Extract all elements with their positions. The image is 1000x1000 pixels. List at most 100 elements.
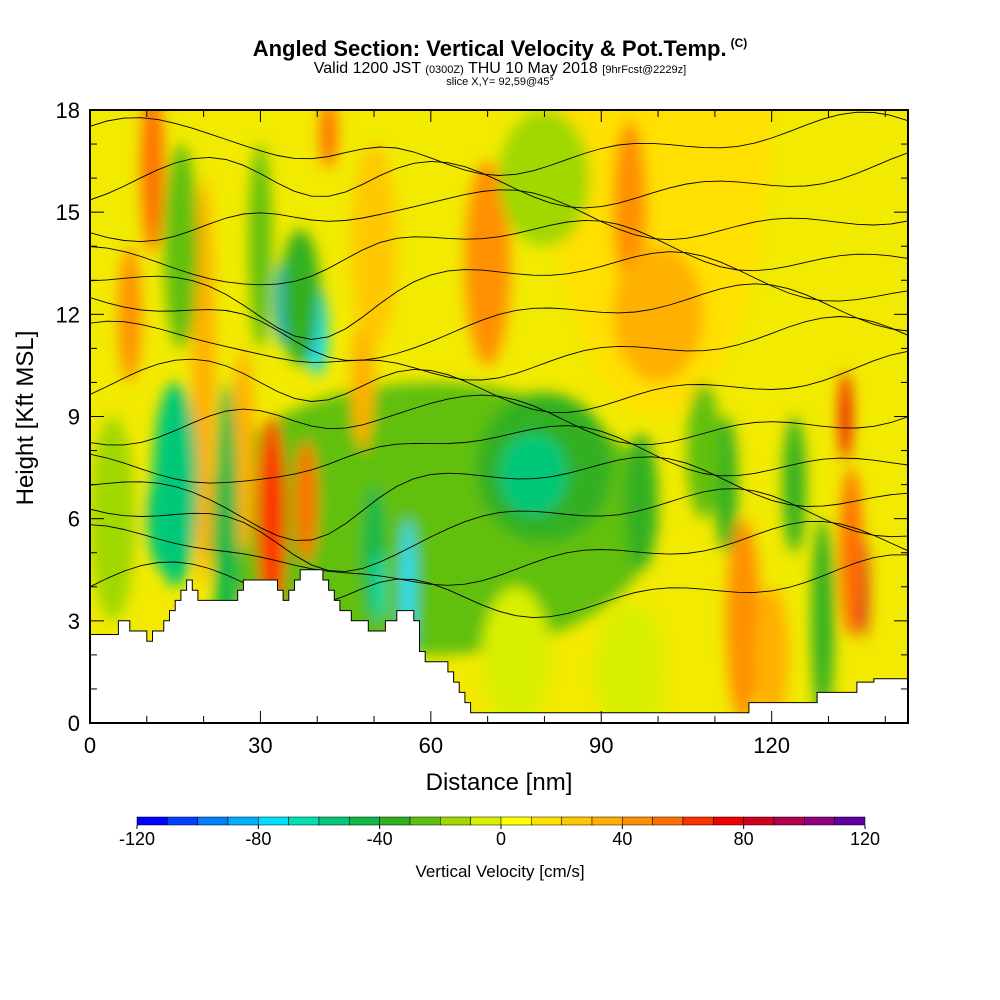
colorbar-swatch <box>258 816 289 826</box>
field-blob <box>726 518 761 723</box>
pot-temp-contour <box>90 456 908 541</box>
colorbar-label: -40 <box>367 829 393 849</box>
colorbar-swatch <box>743 816 775 826</box>
x-tick-label: 30 <box>248 733 272 758</box>
field-blob <box>163 144 198 349</box>
field-blob <box>374 552 386 621</box>
colorbar-swatch <box>440 816 471 826</box>
pot-temp-contour <box>90 189 908 243</box>
chart-title: Angled Section: Vertical Velocity & Pot.… <box>0 36 1000 62</box>
x-axis-tick-labels: 0 30 60 90 120 <box>84 733 790 758</box>
field-blob <box>141 110 164 253</box>
colorbar-swatch <box>804 816 835 826</box>
field-blob <box>754 586 789 723</box>
colorbar-swatch <box>470 816 502 826</box>
field-blob <box>783 416 806 553</box>
x-tick-label: 60 <box>419 733 443 758</box>
chart-title-suffix: (C) <box>730 36 748 50</box>
colorbar-swatch <box>773 816 805 826</box>
axis-ticks <box>89 109 908 724</box>
y-tick-label: 3 <box>68 609 80 634</box>
y-axis-label: Height [Kft MSL] <box>12 331 39 506</box>
colorbar-swatch <box>561 816 593 826</box>
vertical-velocity-field <box>90 0 869 723</box>
colorbar-label: -80 <box>245 829 271 849</box>
pot-temp-contour <box>90 283 908 361</box>
field-blob <box>595 603 664 723</box>
field-blob <box>624 433 658 570</box>
valid-time: Valid 1200 JST <box>313 60 421 77</box>
x-tick-label: 120 <box>753 733 790 758</box>
colorbar-swatch <box>288 816 320 826</box>
field-blob <box>280 229 321 366</box>
colorbar-swatch <box>136 816 168 826</box>
pot-temp-contour <box>90 152 908 209</box>
colorbar-label: 80 <box>734 829 754 849</box>
colorbar-title: Vertical Velocity [cm/s] <box>415 862 585 881</box>
field-blob <box>612 120 647 291</box>
x-axis-label: Distance [nm] <box>426 769 573 796</box>
plot-area <box>90 0 908 723</box>
colorbar-swatch <box>167 816 198 826</box>
chart-subtitle: Valid 1200 JST (0300Z) THU 10 May 2018 [… <box>0 60 1000 78</box>
x-tick-label: 0 <box>84 733 96 758</box>
pot-temp-contour <box>90 316 908 381</box>
field-blob <box>612 246 704 383</box>
field-blob <box>498 433 568 516</box>
colorbar-swatch <box>531 816 562 826</box>
colorbar-label: 120 <box>850 829 880 849</box>
y-tick-label: 18 <box>56 98 80 123</box>
pot-temp-contour <box>90 350 908 414</box>
field-blob <box>481 586 551 723</box>
terrain <box>90 569 908 723</box>
colorbar-swatch <box>197 816 229 826</box>
colorbar-swatch <box>713 816 744 826</box>
forecast-info: [9hrFcst@2229z] <box>602 64 687 76</box>
y-tick-label: 15 <box>56 200 80 225</box>
y-tick-label: 9 <box>68 405 80 430</box>
field-blob <box>118 246 142 383</box>
colorbar-swatch <box>652 816 684 826</box>
field-blob <box>294 440 318 563</box>
pot-temp-contour <box>90 219 908 286</box>
y-tick-label: 6 <box>68 507 80 532</box>
field-blob <box>257 416 286 621</box>
colorbar <box>136 816 866 826</box>
field-blob <box>596 0 664 8</box>
pot-temp-contour <box>90 554 908 619</box>
chart-title-text: Angled Section: Vertical Velocity & Pot.… <box>252 36 727 61</box>
pot-temp-contour <box>90 488 908 573</box>
field-blob <box>146 467 181 570</box>
colorbar-label: 0 <box>496 829 506 849</box>
field-blob <box>811 518 835 723</box>
colorbar-labels: -120 -80 -40 0 40 80 120 <box>119 825 880 849</box>
colorbar-swatch <box>834 816 866 826</box>
colorbar-label: -120 <box>119 829 155 849</box>
pot-temp-contour <box>90 394 908 446</box>
pot-temp-contour <box>90 425 908 484</box>
field-blob <box>686 382 721 519</box>
field-blob <box>714 416 738 553</box>
pot-temp-contours <box>90 111 908 619</box>
colorbar-swatch <box>227 816 259 826</box>
colorbar-swatch <box>682 816 714 826</box>
y-axis-tick-labels: 0 3 6 9 12 15 18 <box>56 98 80 736</box>
x-tick-label: 90 <box>589 733 613 758</box>
pot-temp-contour <box>90 111 908 176</box>
colorbar-swatch <box>591 816 623 826</box>
field-blob <box>249 144 272 349</box>
colorbar-swatch <box>379 816 411 826</box>
field-blob <box>320 110 338 168</box>
pot-temp-contour <box>90 520 908 586</box>
field-blob <box>499 110 590 247</box>
field-blob <box>839 372 852 461</box>
valid-utc: (0300Z) <box>425 64 464 76</box>
colorbar-swatch <box>500 816 532 826</box>
field-blob <box>232 348 255 553</box>
y-tick-label: 12 <box>56 302 80 327</box>
field-blob <box>351 314 375 451</box>
field-blob <box>351 144 397 349</box>
colorbar-swatch <box>318 816 350 826</box>
slice-info: slice X,Y= 92,59@45° <box>446 76 554 88</box>
